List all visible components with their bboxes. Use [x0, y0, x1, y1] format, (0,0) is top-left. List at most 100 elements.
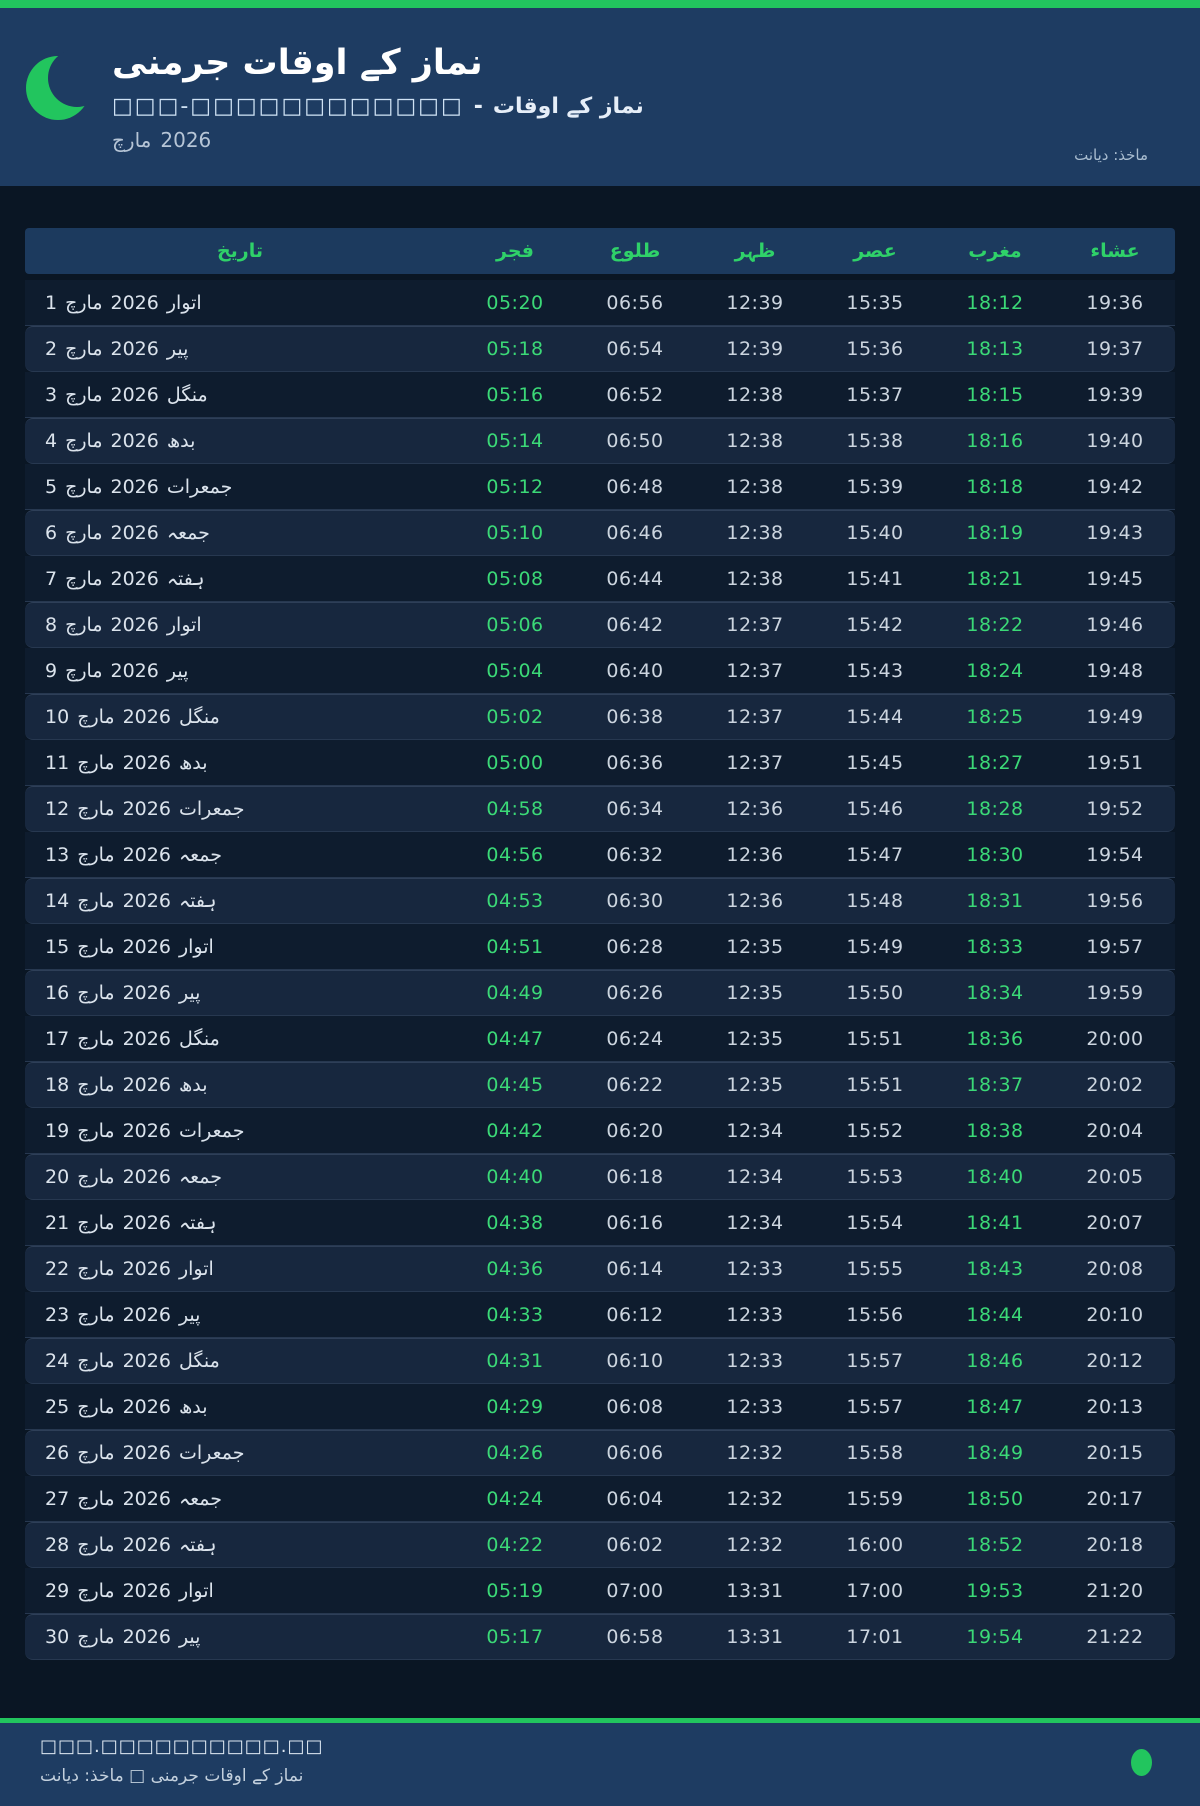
day-number: 20 — [45, 1166, 70, 1188]
date-cell: 23 مارچ 2026 پیر — [25, 1304, 455, 1326]
fajr-time: 04:47 — [486, 1027, 544, 1050]
month-label: مارچ — [65, 338, 103, 360]
date-cell: 25 مارچ 2026 بدھ — [25, 1396, 455, 1418]
isha-time: 19:40 — [1086, 430, 1144, 452]
year-label: 2026 — [122, 1534, 171, 1556]
maghrib-time: 18:47 — [966, 1395, 1024, 1418]
date-cell: 3 مارچ 2026 منگل — [25, 384, 455, 406]
table-row: 27 مارچ 2026 جمعہ 04:24 06:04 12:32 15:59 18:50 2… — [25, 1476, 1175, 1522]
sunrise-time: 06:28 — [606, 935, 664, 958]
maghrib-time: 18:43 — [966, 1258, 1024, 1280]
date-cell: 12 مارچ 2026 جمعرات — [25, 798, 455, 820]
year-label: 2026 — [122, 982, 171, 1004]
maghrib-time: 18:36 — [966, 1027, 1024, 1050]
sunrise-time: 06:34 — [606, 798, 664, 820]
fajr-time: 05:12 — [486, 475, 544, 498]
month-label: مارچ — [65, 291, 103, 314]
isha-time: 19:42 — [1086, 475, 1144, 498]
day-number: 15 — [45, 935, 70, 958]
fajr-time: 04:33 — [486, 1303, 544, 1326]
weekday-label: جمعہ — [178, 843, 222, 866]
fajr-time: 05:17 — [486, 1626, 544, 1648]
maghrib-time: 18:27 — [966, 751, 1024, 774]
isha-time: 20:02 — [1086, 1074, 1144, 1096]
maghrib-time: 18:38 — [966, 1119, 1024, 1142]
day-number: 13 — [45, 843, 70, 866]
year-label: 2026 — [122, 1119, 171, 1142]
table-bottom-spacer — [0, 1660, 1200, 1718]
day-number: 29 — [45, 1579, 70, 1602]
isha-time: 19:49 — [1086, 706, 1144, 728]
weekday-label: بدھ — [166, 430, 196, 452]
column-header-2: طلوع — [609, 240, 661, 262]
sunrise-time: 06:52 — [606, 383, 664, 406]
isha-time: 19:43 — [1086, 522, 1144, 544]
zuhr-time: 12:38 — [726, 383, 784, 406]
zuhr-time: 12:38 — [726, 522, 784, 544]
subtitle-urdu: نماز کے اوقات — [492, 93, 644, 119]
weekday-label: جمعہ — [178, 1487, 222, 1510]
isha-time: 19:39 — [1086, 383, 1144, 406]
maghrib-time: 18:24 — [966, 659, 1024, 682]
column-header-6: عشاء — [1090, 240, 1140, 262]
sunrise-time: 06:46 — [606, 522, 664, 544]
weekday-label: پیر — [178, 1303, 201, 1326]
fajr-time: 04:24 — [486, 1487, 544, 1510]
table-row: 22 مارچ 2026 اتوار 04:36 06:14 12:33 15:55 18:43… — [25, 1246, 1175, 1292]
table-row: 19 مارچ 2026 جمعرات 04:42 06:20 12:34 15:52 18:3… — [25, 1108, 1175, 1154]
asr-time: 15:35 — [846, 291, 904, 314]
month-label: مارچ — [65, 475, 103, 498]
date-cell: 22 مارچ 2026 اتوار — [25, 1258, 455, 1280]
asr-time: 15:53 — [846, 1166, 904, 1188]
weekday-label: اتوار — [178, 1258, 214, 1280]
asr-time: 15:41 — [846, 567, 904, 590]
day-number: 27 — [45, 1487, 70, 1510]
column-header-0: تاریخ — [216, 240, 264, 262]
table-row: 5 مارچ 2026 جمعرات 05:12 06:48 12:38 15:39 18:18… — [25, 464, 1175, 510]
fajr-time: 05:04 — [486, 659, 544, 682]
sunrise-time: 06:06 — [606, 1442, 664, 1464]
header-text-block: نماز کے اوقات جرمنی □□□-□□□□□□□□□□□□ - ن… — [0, 8, 1200, 152]
fajr-time: 04:26 — [486, 1442, 544, 1464]
zuhr-time: 12:38 — [726, 475, 784, 498]
date-cell: 21 مارچ 2026 ہفتہ — [25, 1212, 455, 1234]
day-number: 18 — [45, 1074, 70, 1096]
asr-time: 15:56 — [846, 1303, 904, 1326]
year-label: 2026 — [122, 1258, 171, 1280]
year-label: 2026 — [160, 127, 212, 152]
weekday-label: بدھ — [178, 1395, 208, 1418]
year-label: 2026 — [110, 475, 159, 498]
asr-time: 15:43 — [846, 659, 904, 682]
table-row: 23 مارچ 2026 پیر 04:33 06:12 12:33 15:56 18:44 20… — [25, 1292, 1175, 1338]
year-label: 2026 — [110, 659, 159, 682]
day-number: 4 — [45, 430, 58, 452]
isha-time: 20:12 — [1086, 1350, 1144, 1372]
weekday-label: جمعرات — [178, 798, 245, 820]
sunrise-time: 06:50 — [606, 430, 664, 452]
sunrise-time: 06:56 — [606, 291, 664, 314]
day-number: 17 — [45, 1027, 70, 1050]
maghrib-time: 18:52 — [966, 1534, 1024, 1556]
zuhr-time: 12:36 — [726, 798, 784, 820]
fajr-time: 05:10 — [486, 522, 544, 544]
maghrib-time: 18:41 — [966, 1211, 1024, 1234]
asr-time: 15:48 — [846, 890, 904, 912]
isha-time: 19:45 — [1086, 567, 1144, 590]
column-header-3: ظہر — [734, 240, 776, 262]
month-label: مارچ — [65, 430, 103, 452]
day-number: 26 — [45, 1442, 70, 1464]
zuhr-time: 12:38 — [726, 567, 784, 590]
zuhr-time: 12:32 — [726, 1442, 784, 1464]
table-row: 10 مارچ 2026 منگل 05:02 06:38 12:37 15:44 18:25 1… — [25, 694, 1175, 740]
zuhr-time: 13:31 — [726, 1626, 784, 1648]
footer-divider — [0, 1718, 1200, 1723]
table-row: 7 مارچ 2026 ہفتہ 05:08 06:44 12:38 15:41 18:21 19… — [25, 556, 1175, 602]
table-row: 14 مارچ 2026 ہفتہ 04:53 06:30 12:36 15:48 18:31 1… — [25, 878, 1175, 924]
weekday-label: اتوار — [178, 1579, 214, 1602]
date-cell: 19 مارچ 2026 جمعرات — [25, 1120, 455, 1142]
month-label: مارچ — [65, 614, 103, 636]
day-number: 19 — [45, 1119, 70, 1142]
fajr-time: 05:14 — [486, 430, 544, 452]
isha-time: 20:18 — [1086, 1534, 1144, 1556]
